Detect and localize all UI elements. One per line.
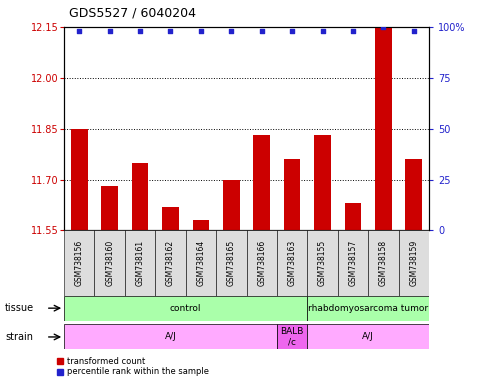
Text: GSM738158: GSM738158 <box>379 240 388 286</box>
Bar <box>71 129 88 230</box>
Text: BALB
/c: BALB /c <box>281 327 304 347</box>
Bar <box>284 159 300 230</box>
Point <box>410 28 418 34</box>
Bar <box>95 230 125 296</box>
Text: GSM738159: GSM738159 <box>409 240 418 286</box>
Point <box>288 28 296 34</box>
Text: GSM738163: GSM738163 <box>287 240 297 286</box>
Bar <box>64 296 307 321</box>
Point <box>318 28 326 34</box>
Text: tissue: tissue <box>5 303 34 313</box>
Point <box>75 28 83 34</box>
Text: GSM738166: GSM738166 <box>257 240 266 286</box>
Point <box>136 28 144 34</box>
Point <box>349 28 357 34</box>
Bar <box>277 230 307 296</box>
Text: GSM738164: GSM738164 <box>196 240 206 286</box>
Text: GSM738165: GSM738165 <box>227 240 236 286</box>
Text: strain: strain <box>5 332 33 342</box>
Bar <box>162 207 179 230</box>
Bar <box>375 27 391 230</box>
Text: GSM738161: GSM738161 <box>136 240 144 286</box>
Bar <box>223 180 240 230</box>
Point <box>106 28 113 34</box>
Text: control: control <box>170 304 202 313</box>
Bar <box>102 186 118 230</box>
Bar <box>314 136 331 230</box>
Bar <box>307 230 338 296</box>
Text: GSM738156: GSM738156 <box>75 240 84 286</box>
Bar <box>132 162 148 230</box>
Text: GSM738160: GSM738160 <box>105 240 114 286</box>
Point <box>167 28 175 34</box>
Bar <box>193 220 209 230</box>
Legend: transformed count, percentile rank within the sample: transformed count, percentile rank withi… <box>53 354 212 380</box>
Text: GDS5527 / 6040204: GDS5527 / 6040204 <box>69 6 196 19</box>
Bar <box>277 324 307 349</box>
Text: rhabdomyosarcoma tumor: rhabdomyosarcoma tumor <box>308 304 428 313</box>
Point <box>380 24 387 30</box>
Bar <box>216 230 246 296</box>
Point <box>258 28 266 34</box>
Text: GSM738155: GSM738155 <box>318 240 327 286</box>
Bar <box>186 230 216 296</box>
Bar <box>125 230 155 296</box>
Text: A/J: A/J <box>165 333 176 341</box>
Point <box>227 28 235 34</box>
Bar <box>345 203 361 230</box>
Bar <box>253 136 270 230</box>
Bar <box>64 324 277 349</box>
Bar <box>64 230 95 296</box>
Bar <box>398 230 429 296</box>
Bar <box>338 230 368 296</box>
Bar <box>307 296 429 321</box>
Point <box>197 28 205 34</box>
Bar <box>155 230 186 296</box>
Bar <box>405 159 422 230</box>
Bar <box>307 324 429 349</box>
Text: A/J: A/J <box>362 333 374 341</box>
Text: GSM738162: GSM738162 <box>166 240 175 286</box>
Bar <box>368 230 398 296</box>
Text: GSM738157: GSM738157 <box>349 240 357 286</box>
Bar <box>246 230 277 296</box>
